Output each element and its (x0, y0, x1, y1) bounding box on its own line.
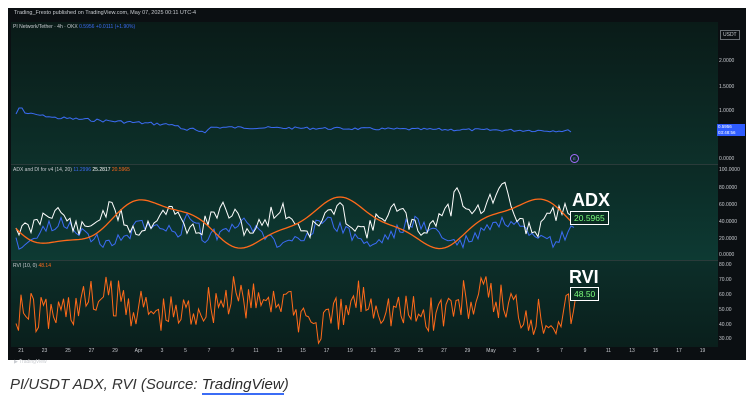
price-line (15, 107, 572, 134)
x-axis-tick: 23 (394, 348, 400, 354)
adx-annotation-label: ADX (572, 190, 611, 210)
rvi-line (15, 276, 577, 345)
price-pane[interactable]: PI Network/Tether · 4h · OKX 0.5956 +0.0… (11, 22, 718, 164)
adx-legend: ADX and DI for v4 (14, 20) 11.2996 25.28… (13, 167, 130, 173)
x-axis-tick: 11 (253, 348, 259, 354)
price-chart-svg (15, 107, 572, 134)
x-axis-tick: 5 (184, 348, 187, 354)
rvi-legend: RVI (10, 0) 48.14 (13, 263, 51, 269)
price-tag-countdown: 03:48:56 (718, 130, 736, 135)
chart-frame: Trading_Fresto published on TradingView.… (8, 8, 746, 365)
x-axis-tick: 25 (417, 348, 424, 354)
adx-legend-di-minus: 11.2996 (73, 167, 92, 173)
rvi-annotation-label: RVI (569, 267, 599, 287)
price-y-tick: 2.0000 (719, 58, 735, 64)
x-axis-tick: 21 (370, 348, 377, 354)
price-y-tick: 0.0000 (719, 156, 735, 162)
x-axis-tick: 5 (536, 348, 540, 354)
x-axis-tick: 17 (676, 348, 682, 354)
caption-source-link[interactable]: TradingView (201, 376, 284, 395)
x-axis-tick: 21 (18, 348, 24, 354)
rvi-y-axis[interactable]: 80.00 70.00 60.00 50.00 40.00 30.00 (719, 260, 745, 346)
adx-legend-di-plus: 25.2817 (92, 167, 111, 173)
rvi-y-tick: 40.00 (719, 322, 732, 328)
adx-y-tick: 60.0000 (719, 202, 738, 208)
x-axis-tick: 29 (464, 348, 471, 354)
tradingview-brand-text: TradingView (19, 359, 47, 365)
x-axis-tick: 19 (347, 348, 353, 354)
caption-suffix: ) (283, 376, 289, 393)
x-axis-tick: 11 (605, 348, 612, 354)
x-axis-tick: 15 (300, 348, 306, 354)
x-axis-tick: 7 (560, 348, 563, 354)
price-y-axis[interactable]: 2.0000 1.5000 1.0000 0.0000 (719, 22, 745, 164)
price-legend: PI Network/Tether · 4h · OKX 0.5956 +0.0… (13, 24, 135, 30)
x-axis[interactable]: 21 23 25 27 29 Apr 3 5 7 9 11 13 15 17 19 21 23 25 27 29 May… (11, 347, 718, 355)
x-axis-tick: 3 (513, 348, 516, 354)
currency-badge[interactable]: USDT (720, 30, 740, 40)
price-y-tick: 1.5000 (719, 84, 735, 90)
event-marker-icon[interactable]: E (570, 154, 579, 163)
rvi-pane[interactable]: RVI (10, 0) 48.14 (11, 260, 718, 347)
adx-y-tick: 0.0000 (719, 252, 735, 258)
x-axis-tick: 9 (583, 348, 587, 354)
price-tag: 0.5956 03:48:56 (717, 124, 745, 136)
x-axis-tick: 13 (629, 348, 635, 354)
adx-y-tick: 40.0000 (719, 219, 738, 225)
x-axis-tick: 27 (441, 348, 447, 354)
x-axis-tick: 29 (112, 348, 118, 354)
adx-y-tick: 100.0000 (719, 167, 740, 173)
x-axis-tick: 17 (323, 348, 330, 354)
tradingview-logo-icon: ▶ (14, 359, 20, 365)
tradingview-logo: ▶ TradingView (14, 359, 47, 365)
x-axis-tick: 9 (231, 348, 234, 354)
x-axis-tick: 15 (652, 348, 659, 354)
price-legend-values: 0.5956 +0.0111 (+1.90%) (79, 24, 136, 30)
rvi-legend-title: RVI (10, 0) (13, 263, 38, 269)
x-axis-tick: 19 (699, 348, 706, 354)
rvi-y-tick: 80.00 (719, 262, 732, 268)
rvi-y-tick: 30.00 (719, 336, 732, 342)
price-y-tick: 1.0000 (719, 108, 735, 114)
x-axis-tick: Apr (134, 348, 143, 354)
publisher-note: Trading_Fresto published on TradingView.… (14, 10, 197, 16)
x-axis-tick: 13 (276, 348, 283, 354)
adx-y-tick: 20.0000 (719, 236, 738, 242)
rvi-legend-value: 48.14 (38, 263, 51, 269)
image-caption: PI/USDT ADX, RVI (Source: TradingView) (10, 376, 289, 395)
adx-y-tick: 80.0000 (719, 185, 738, 191)
adx-pane[interactable]: ADX and DI for v4 (14, 20) 11.2996 25.28… (11, 164, 718, 261)
caption-text: PI/USDT ADX, RVI (Source: (10, 376, 202, 393)
x-axis-tick: 27 (88, 348, 95, 354)
di-minus-line (15, 212, 575, 250)
x-axis-tick: May (486, 348, 496, 354)
rvi-y-tick: 50.00 (719, 307, 732, 313)
adx-y-axis[interactable]: 100.0000 80.0000 60.0000 40.0000 20.0000… (719, 164, 745, 260)
adx-legend-title: ADX and DI for v4 (14, 20) (13, 167, 72, 173)
x-axis-tick: 23 (41, 348, 48, 354)
rvi-y-tick: 70.00 (719, 277, 732, 283)
rvi-value-tag: 48.50 (570, 287, 600, 301)
x-axis-tick: 25 (65, 348, 71, 354)
adx-chart-svg (15, 181, 575, 250)
adx-line (15, 196, 575, 250)
x-axis-tick: 3 (160, 348, 164, 354)
x-axis-tick: 7 (207, 348, 211, 354)
rvi-chart-svg (15, 276, 577, 345)
price-tag-value: 0.5956 (718, 124, 732, 129)
adx-legend-adx: 20.5965 (111, 167, 130, 173)
adx-value-tag: 20.5965 (570, 211, 609, 225)
rvi-y-tick: 60.00 (719, 292, 732, 298)
price-legend-symbol: PI Network/Tether · 4h · OKX (13, 24, 78, 30)
